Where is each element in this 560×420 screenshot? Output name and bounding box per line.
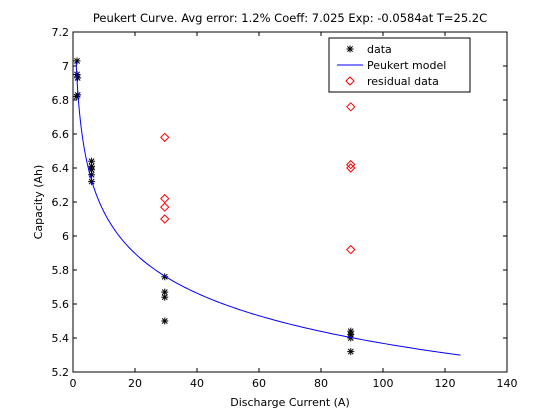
y-tick-label: 5.6 bbox=[52, 298, 70, 311]
x-tick-label: 120 bbox=[435, 377, 456, 390]
data-point bbox=[74, 57, 81, 64]
y-axis-label: Capacity (Ah) bbox=[32, 165, 45, 240]
y-tick-label: 6 bbox=[62, 230, 69, 243]
legend-label: residual data bbox=[367, 75, 439, 88]
x-tick-label: 60 bbox=[252, 377, 266, 390]
y-tick-label: 5.2 bbox=[52, 366, 70, 379]
x-tick-label: 80 bbox=[314, 377, 328, 390]
y-tick-label: 7.2 bbox=[52, 26, 70, 39]
y-tick-label: 6.4 bbox=[52, 162, 70, 175]
legend-label: Peukert model bbox=[367, 59, 446, 72]
y-tick-label: 5.4 bbox=[52, 332, 70, 345]
x-tick-label: 0 bbox=[70, 377, 77, 390]
data-point bbox=[74, 74, 81, 81]
x-tick-label: 140 bbox=[497, 377, 518, 390]
y-tick-label: 6.8 bbox=[52, 94, 70, 107]
x-tick-label: 40 bbox=[190, 377, 204, 390]
x-tick-label: 100 bbox=[373, 377, 394, 390]
data-point bbox=[161, 294, 168, 301]
chart-title: Peukert Curve. Avg error: 1.2% Coeff: 7.… bbox=[93, 11, 487, 25]
data-point bbox=[73, 93, 80, 100]
y-tick-label: 7 bbox=[62, 60, 69, 73]
x-tick-label: 20 bbox=[128, 377, 142, 390]
legend-swatch-data bbox=[347, 46, 354, 53]
y-tick-label: 6.6 bbox=[52, 128, 70, 141]
data-point bbox=[347, 348, 354, 355]
legend-label: data bbox=[367, 43, 392, 56]
y-tick-label: 6.2 bbox=[52, 196, 70, 209]
x-axis-label: Discharge Current (A) bbox=[230, 396, 350, 409]
legend: data Peukert model residual data bbox=[329, 38, 470, 92]
y-tick-label: 5.8 bbox=[52, 264, 70, 277]
data-point bbox=[161, 318, 168, 325]
